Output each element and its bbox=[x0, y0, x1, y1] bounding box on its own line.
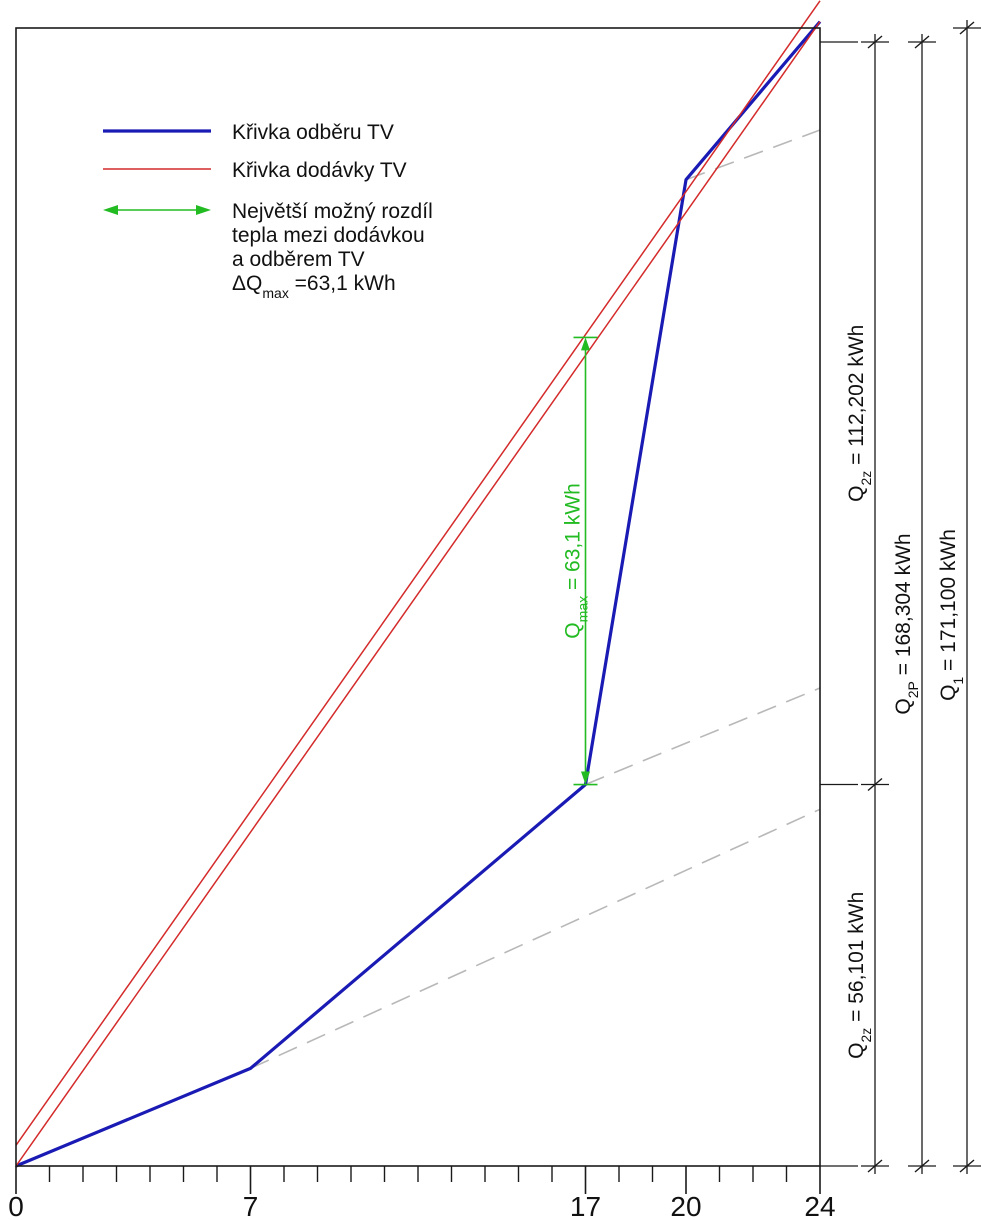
legend-swatch-rozdil-arrow-left bbox=[103, 205, 118, 215]
guide-lines bbox=[250, 129, 821, 1070]
right-dimension-lines: Q2z = 56,101 kWh Q2z = 112,202 kWh Q2P = 1… bbox=[820, 20, 981, 1174]
difference-arrow: Qmax = 63,1 kWh bbox=[562, 336, 598, 786]
x-tick-label: 24 bbox=[804, 1191, 835, 1220]
annotation-q1: Q1 = 171,100 kWh bbox=[937, 529, 966, 701]
legend: Křivka odběru TV Křivka dodávky TV Největš… bbox=[103, 121, 433, 301]
dimension-slash bbox=[914, 1159, 930, 1173]
dimension-slash bbox=[867, 35, 883, 49]
dimension-slash bbox=[914, 35, 930, 49]
legend-label-rozdil-line: a odběrem TV bbox=[232, 248, 365, 271]
dimension-slash bbox=[959, 1159, 975, 1173]
dimension-slash bbox=[959, 21, 975, 35]
legend-label-odber: Křivka odběru TV bbox=[232, 121, 394, 144]
x-tick-label: 17 bbox=[570, 1191, 601, 1220]
legend-label-rozdil-line: Největší možný rozdíl bbox=[232, 200, 433, 223]
annotation-q2z-lower: Q2z = 56,101 kWh bbox=[845, 892, 874, 1059]
x-axis: 0 7 17 20 24 bbox=[8, 1166, 836, 1220]
legend-label-dodavka: Křivka dodávky TV bbox=[232, 159, 407, 182]
legend-swatch-rozdil-arrow-right bbox=[196, 205, 211, 215]
series-line-dodavka-upper bbox=[15, 0, 821, 1146]
legend-label-rozdil-line: tepla mezi dodávkou bbox=[232, 224, 425, 247]
x-tick-label: 0 bbox=[8, 1191, 24, 1220]
annotation-q2p: Q2P = 168,304 kWh bbox=[892, 533, 921, 714]
series-line-dodavka-lower bbox=[15, 21, 821, 1167]
x-tick-label: 7 bbox=[243, 1191, 259, 1220]
annotation-q2z-upper: Q2z = 112,202 kWh bbox=[845, 325, 874, 502]
x-tick-label: 20 bbox=[670, 1191, 701, 1220]
difference-label: Qmax = 63,1 kWh bbox=[562, 483, 591, 638]
legend-label-rozdil-formula: ΔQmax =63,1 kWh bbox=[232, 272, 396, 301]
difference-arrowhead-top bbox=[581, 337, 590, 351]
difference-arrowhead-bottom bbox=[581, 771, 590, 785]
dimension-slash bbox=[867, 1159, 883, 1173]
guide-line-1 bbox=[250, 808, 821, 1070]
dimension-slash bbox=[867, 777, 883, 792]
guide-line-3 bbox=[685, 129, 821, 181]
guide-line-2 bbox=[585, 687, 821, 786]
